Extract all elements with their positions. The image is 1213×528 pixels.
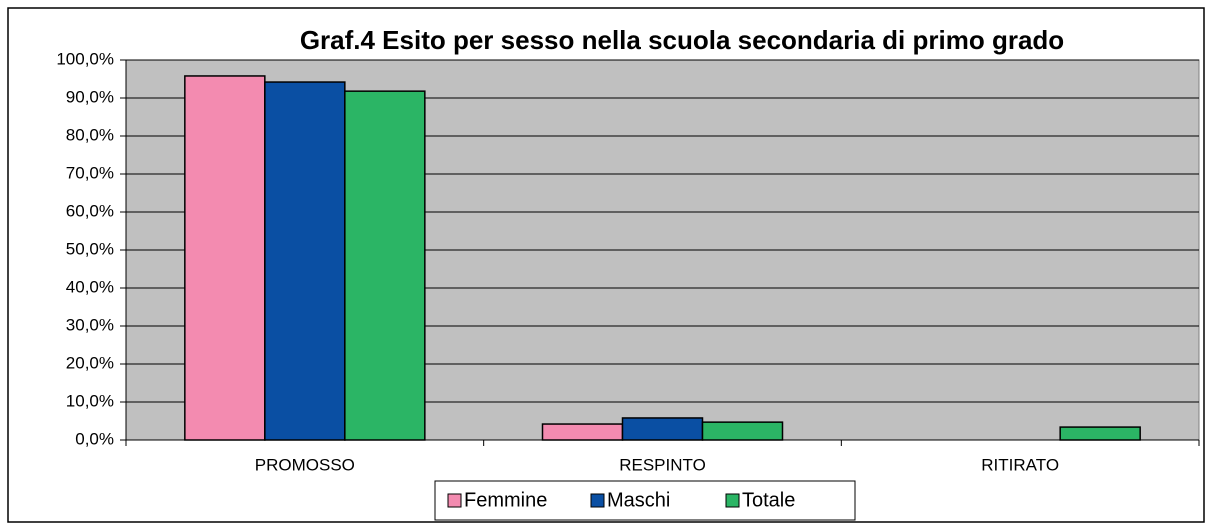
bar xyxy=(264,81,346,441)
y-tick-label: 10,0% xyxy=(66,391,114,410)
legend-label: Femmine xyxy=(464,489,547,511)
y-tick-label: 90,0% xyxy=(66,87,114,106)
legend-box xyxy=(434,480,856,521)
x-tick-label: PROMOSSO xyxy=(255,455,355,474)
legend-swatch xyxy=(725,493,740,508)
legend-swatch xyxy=(447,493,462,508)
legend-swatch xyxy=(590,493,605,508)
bar xyxy=(1059,426,1141,441)
chart-title: Graf.4 Esito per sesso nella scuola seco… xyxy=(300,25,1064,55)
y-tick-label: 80,0% xyxy=(66,125,114,144)
y-tick-label: 20,0% xyxy=(66,353,114,372)
bar xyxy=(541,423,624,441)
y-tick-label: 100,0% xyxy=(56,49,114,68)
y-tick-label: 60,0% xyxy=(66,201,114,220)
y-tick-label: 70,0% xyxy=(66,163,114,182)
bar xyxy=(184,75,266,441)
x-tick-label: RESPINTO xyxy=(619,455,706,474)
x-tick-label: RITIRATO xyxy=(981,455,1059,474)
legend-label: Maschi xyxy=(607,489,670,511)
bar xyxy=(701,421,784,441)
y-tick-label: 30,0% xyxy=(66,315,114,334)
bar xyxy=(621,417,704,441)
y-tick-label: 0,0% xyxy=(75,429,114,448)
y-tick-label: 50,0% xyxy=(66,239,114,258)
bar xyxy=(344,90,426,441)
legend-label: Totale xyxy=(742,489,795,511)
y-tick-label: 40,0% xyxy=(66,277,114,296)
